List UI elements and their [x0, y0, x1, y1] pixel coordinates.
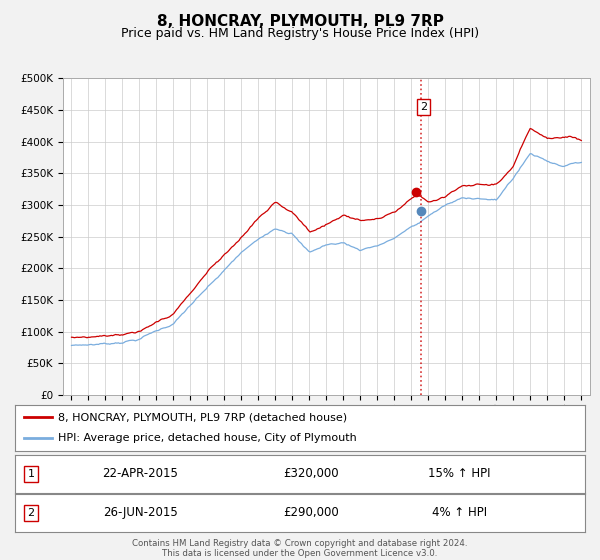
- Text: HPI: Average price, detached house, City of Plymouth: HPI: Average price, detached house, City…: [58, 433, 356, 444]
- Text: 8, HONCRAY, PLYMOUTH, PL9 7RP: 8, HONCRAY, PLYMOUTH, PL9 7RP: [157, 14, 443, 29]
- Text: 1: 1: [28, 469, 34, 479]
- Text: Price paid vs. HM Land Registry's House Price Index (HPI): Price paid vs. HM Land Registry's House …: [121, 27, 479, 40]
- Text: 2: 2: [28, 508, 35, 518]
- Text: £290,000: £290,000: [284, 506, 339, 520]
- Text: 22-APR-2015: 22-APR-2015: [103, 467, 178, 480]
- Text: 26-JUN-2015: 26-JUN-2015: [103, 506, 178, 520]
- Text: £320,000: £320,000: [284, 467, 339, 480]
- Text: 8, HONCRAY, PLYMOUTH, PL9 7RP (detached house): 8, HONCRAY, PLYMOUTH, PL9 7RP (detached …: [58, 412, 347, 422]
- Text: 15% ↑ HPI: 15% ↑ HPI: [428, 467, 491, 480]
- Text: 2: 2: [420, 102, 427, 112]
- Text: Contains HM Land Registry data © Crown copyright and database right 2024.
This d: Contains HM Land Registry data © Crown c…: [132, 539, 468, 558]
- Text: 4% ↑ HPI: 4% ↑ HPI: [432, 506, 487, 520]
